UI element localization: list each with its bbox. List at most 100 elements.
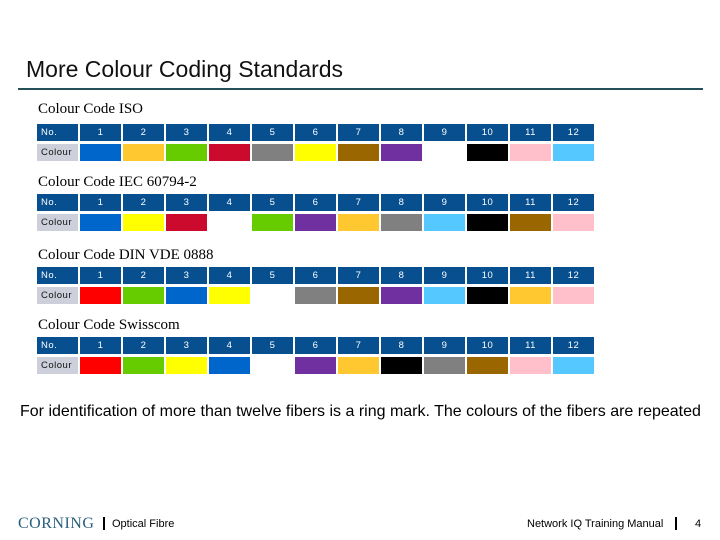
header-label: No. (37, 337, 78, 354)
fiber-number-cell: 2 (123, 337, 164, 354)
fiber-number-cell: 4 (209, 337, 250, 354)
colour-swatch-light-blue (424, 214, 465, 231)
fiber-number-cell: 8 (381, 194, 422, 211)
fiber-number-cell: 12 (553, 337, 594, 354)
colour-swatch-orange (338, 214, 379, 231)
colour-swatch-yellow (166, 357, 207, 374)
colour-swatch-light-blue (553, 357, 594, 374)
colour-swatch-white (424, 144, 465, 161)
footer-manual-title: Network IQ Training Manual (527, 518, 664, 530)
colour-swatch-green (252, 214, 293, 231)
fiber-number-cell: 4 (209, 267, 250, 284)
fiber-number-cell: 12 (553, 194, 594, 211)
colour-swatch-orange (338, 357, 379, 374)
fiber-number-cell: 4 (209, 124, 250, 141)
colour-swatch-pink (553, 214, 594, 231)
colour-row: Colour (37, 287, 594, 304)
number-row: No. 1 2 3 4 5 6 7 8 9 10 11 12 (37, 337, 594, 354)
fiber-number-cell: 5 (252, 337, 293, 354)
fiber-number-cell: 8 (381, 267, 422, 284)
fiber-number-cell: 6 (295, 124, 336, 141)
colour-table-din: No. 1 2 3 4 5 6 7 8 9 10 11 12 Colour (35, 264, 596, 307)
row-label: Colour (37, 144, 78, 161)
colour-swatch-red (209, 144, 250, 161)
number-row: No. 1 2 3 4 5 6 7 8 9 10 11 12 (37, 267, 594, 284)
fiber-number-cell: 5 (252, 194, 293, 211)
colour-row: Colour (37, 357, 594, 374)
header-label: No. (37, 124, 78, 141)
colour-swatch-blue (80, 214, 121, 231)
colour-swatch-red (166, 214, 207, 231)
colour-swatch-brown (467, 357, 508, 374)
colour-swatch-orange (123, 144, 164, 161)
colour-swatch-gray (252, 144, 293, 161)
fiber-number-cell: 2 (123, 194, 164, 211)
fiber-number-cell: 1 (80, 124, 121, 141)
colour-swatch-white (252, 287, 293, 304)
colour-row: Colour (37, 144, 594, 161)
fiber-number-cell: 10 (467, 194, 508, 211)
section-label-din: Colour Code DIN VDE 0888 (38, 247, 214, 263)
fiber-number-cell: 3 (166, 124, 207, 141)
row-label: Colour (37, 287, 78, 304)
colour-swatch-white (209, 214, 250, 231)
colour-swatch-bright-red (80, 357, 121, 374)
colour-swatch-black (467, 214, 508, 231)
fiber-number-cell: 10 (467, 124, 508, 141)
fiber-number-cell: 3 (166, 194, 207, 211)
fiber-number-cell: 8 (381, 124, 422, 141)
colour-swatch-green (123, 357, 164, 374)
colour-swatch-brown (510, 214, 551, 231)
fiber-number-cell: 11 (510, 267, 551, 284)
page-number: 4 (695, 518, 702, 530)
colour-swatch-gray (381, 214, 422, 231)
number-row: No. 1 2 3 4 5 6 7 8 9 10 11 12 (37, 194, 594, 211)
fiber-number-cell: 2 (123, 267, 164, 284)
header-label: No. (37, 267, 78, 284)
colour-swatch-blue (166, 287, 207, 304)
colour-swatch-black (381, 357, 422, 374)
colour-table-swisscom: No. 1 2 3 4 5 6 7 8 9 10 11 12 Colour (35, 334, 596, 377)
colour-swatch-blue (209, 357, 250, 374)
colour-swatch-yellow (209, 287, 250, 304)
colour-swatch-violet (295, 214, 336, 231)
colour-swatch-pink (553, 287, 594, 304)
fiber-number-cell: 1 (80, 337, 121, 354)
fiber-number-cell: 7 (338, 124, 379, 141)
colour-swatch-violet (381, 144, 422, 161)
fiber-number-cell: 10 (467, 267, 508, 284)
fiber-number-cell: 7 (338, 337, 379, 354)
title-divider (18, 88, 703, 90)
colour-swatch-brown (338, 144, 379, 161)
fiber-number-cell: 9 (424, 124, 465, 141)
row-label: Colour (37, 357, 78, 374)
fiber-number-cell: 4 (209, 194, 250, 211)
colour-swatch-green (166, 144, 207, 161)
colour-swatch-gray (295, 287, 336, 304)
colour-swatch-violet (381, 287, 422, 304)
fiber-number-cell: 1 (80, 194, 121, 211)
fiber-number-cell: 9 (424, 337, 465, 354)
colour-swatch-black (467, 144, 508, 161)
colour-swatch-pink (510, 144, 551, 161)
colour-table-iso: No. 1 2 3 4 5 6 7 8 9 10 11 12 Colour (35, 121, 596, 164)
colour-swatch-yellow (295, 144, 336, 161)
footer-divider-right (675, 517, 677, 530)
header-label: No. (37, 194, 78, 211)
colour-swatch-green (123, 287, 164, 304)
fiber-number-cell: 1 (80, 267, 121, 284)
colour-swatch-light-blue (424, 287, 465, 304)
section-label-swisscom: Colour Code Swisscom (38, 317, 180, 333)
colour-swatch-gray (424, 357, 465, 374)
colour-swatch-bright-red (80, 287, 121, 304)
fiber-number-cell: 7 (338, 194, 379, 211)
corning-logo: CORNING (18, 515, 95, 532)
colour-swatch-light-blue (553, 144, 594, 161)
colour-swatch-brown (338, 287, 379, 304)
colour-swatch-yellow (123, 214, 164, 231)
row-label: Colour (37, 214, 78, 231)
footer-divider-left (103, 517, 105, 530)
colour-row: Colour (37, 214, 594, 231)
fiber-number-cell: 6 (295, 267, 336, 284)
fiber-number-cell: 11 (510, 194, 551, 211)
